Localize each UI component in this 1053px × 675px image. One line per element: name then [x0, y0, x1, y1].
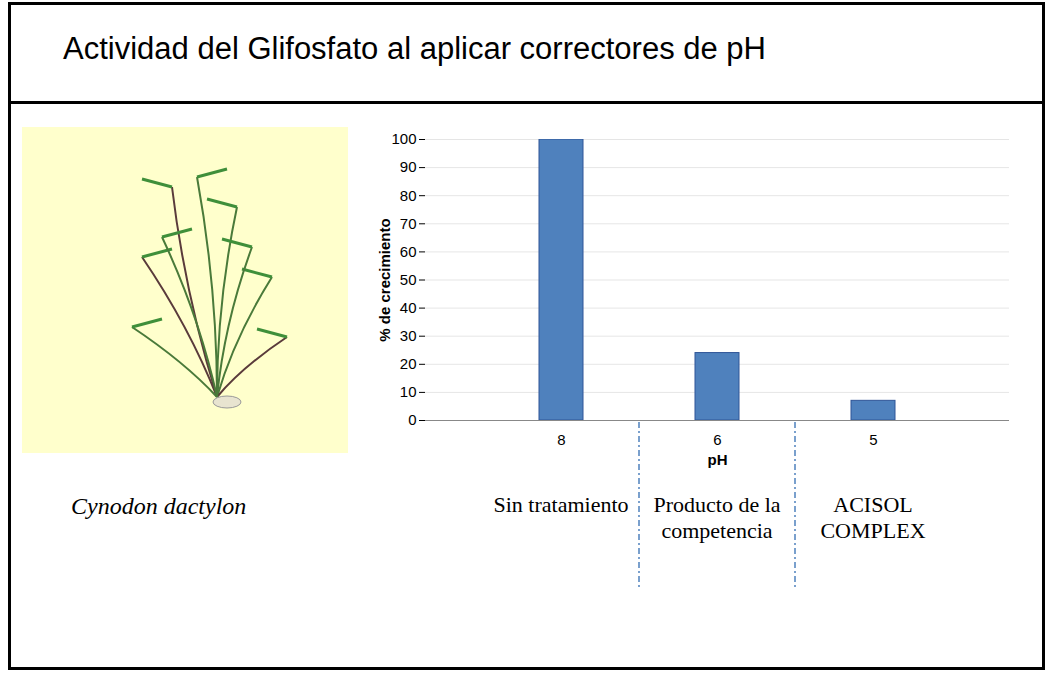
svg-text:70: 70: [400, 215, 417, 232]
html-text:Actividad del Glifosfato al ap: Actividad del Glifosfato al aplicar corr…: [63, 31, 766, 66]
svg-text:0: 0: [408, 411, 416, 428]
html-text:Producto de la competencia: Producto de la competencia: [653, 492, 781, 544]
html-text:Cynodon dactylon: Cynodon dactylon: [71, 493, 247, 519]
svg-text:20: 20: [400, 355, 417, 372]
svg-text:40: 40: [400, 299, 417, 316]
svg-text:8: 8: [557, 431, 565, 448]
svg-text:5: 5: [869, 431, 877, 448]
svg-text:% de crecimiento: % de crecimiento: [376, 218, 393, 341]
svg-text:80: 80: [400, 187, 417, 204]
svg-text:6: 6: [713, 431, 721, 448]
svg-text:pH: pH: [708, 451, 728, 468]
html-text:ACISOL COMPLEX: ACISOL COMPLEX: [820, 492, 926, 544]
html-text:Sin tratamiento: Sin tratamiento: [493, 492, 629, 517]
svg-text:10: 10: [400, 383, 417, 400]
svg-text:30: 30: [400, 327, 417, 344]
svg-text:90: 90: [400, 158, 417, 175]
svg-text:60: 60: [400, 243, 417, 260]
svg-text:100: 100: [391, 130, 416, 147]
svg-text:50: 50: [400, 271, 417, 288]
